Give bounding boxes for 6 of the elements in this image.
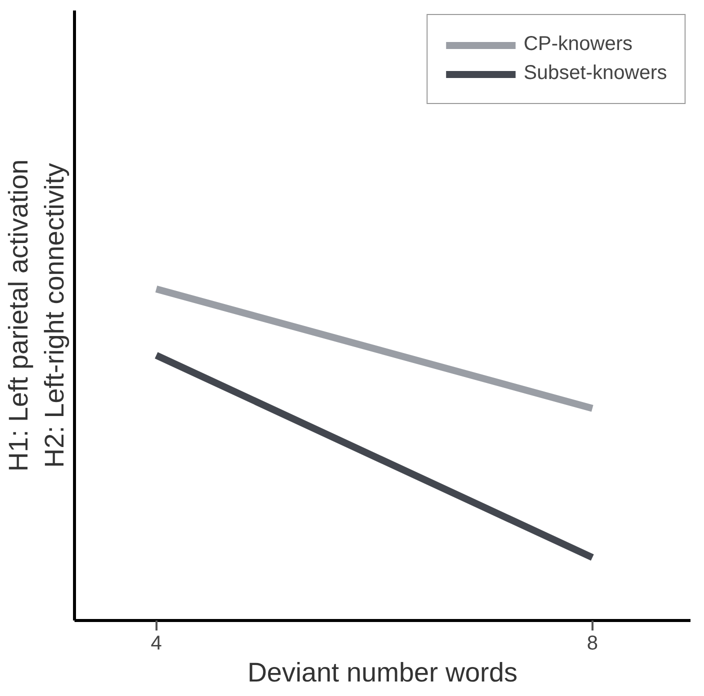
legend-label: Subset-knowers [524, 62, 667, 85]
legend-label: CP-knowers [524, 33, 633, 56]
y-axis-title: H1: Left parietal activation H2: Left-right connectivity [4, 159, 70, 472]
x-axis-title: Deviant number words [247, 658, 518, 688]
x-tick-label: 4 [150, 632, 162, 654]
x-tick-label: 8 [586, 632, 598, 654]
